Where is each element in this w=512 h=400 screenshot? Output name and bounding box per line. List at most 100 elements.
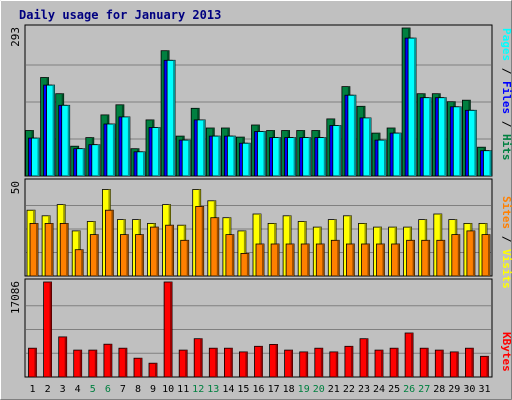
x-axis-labels: 1 2 3 4 5 6 7 8 9 10 11 12 13 14 15 16 17 18 19 20 21 22 23 24 2… bbox=[29, 384, 490, 395]
bar-shade-pages-day-2 bbox=[52, 85, 55, 176]
panel-visits-bars bbox=[26, 189, 491, 277]
panel-hits bbox=[24, 24, 493, 177]
bar-shade-pages-day-11 bbox=[188, 140, 191, 176]
bar-shade-kbytes-day-19 bbox=[305, 351, 308, 377]
bar-shade-kbytes-day-20 bbox=[320, 348, 323, 377]
bar-shade-sites-day-8 bbox=[141, 234, 144, 276]
bar-shade-sites-day-9 bbox=[156, 227, 159, 276]
bar-shade-sites-day-6 bbox=[111, 210, 114, 276]
bar-shade-sites-day-12 bbox=[201, 206, 204, 276]
ylabel-visits: Visits bbox=[500, 249, 512, 289]
bar-shade-pages-day-1 bbox=[37, 138, 40, 176]
x-tick-label-day-3: 3 bbox=[60, 384, 66, 395]
bar-shade-kbytes-day-16 bbox=[260, 346, 263, 377]
bar-shade-sites-day-26 bbox=[412, 240, 415, 276]
bar-shade-pages-day-16 bbox=[263, 131, 266, 176]
bar-shade-pages-day-27 bbox=[429, 97, 432, 176]
bar-shade-kbytes-day-2 bbox=[49, 282, 52, 377]
bar-shade-pages-day-24 bbox=[384, 140, 386, 176]
bar-shade-kbytes-day-26 bbox=[411, 333, 414, 377]
ylabel-files: Files bbox=[500, 81, 512, 114]
x-tick-label-day-24: 24 bbox=[373, 384, 385, 395]
panel-visits-ymax-label: 50 bbox=[9, 181, 22, 194]
ylabel-hits: Hits bbox=[500, 134, 512, 161]
x-tick-label-day-13: 13 bbox=[207, 384, 219, 395]
bar-shade-sites-day-28 bbox=[442, 240, 445, 276]
x-tick-label-day-31: 31 bbox=[478, 384, 490, 395]
bar-shade-sites-day-13 bbox=[216, 217, 219, 276]
bar-shade-sites-day-27 bbox=[427, 240, 430, 276]
panel-kbytes bbox=[24, 278, 493, 378]
x-tick-label-day-11: 11 bbox=[177, 384, 189, 395]
bar-shade-sites-day-17 bbox=[277, 244, 280, 276]
x-tick-label-day-6: 6 bbox=[105, 384, 111, 395]
bar-shade-pages-day-26 bbox=[414, 38, 417, 176]
bar-shade-pages-day-14 bbox=[233, 136, 236, 176]
x-tick-label-day-12: 12 bbox=[192, 384, 204, 395]
x-tick-label-day-9: 9 bbox=[150, 384, 156, 395]
panel-visits-ylabel: Sites / Visits bbox=[500, 196, 512, 289]
x-tick-label-day-7: 7 bbox=[120, 384, 126, 395]
bar-shade-pages-day-25 bbox=[399, 133, 402, 176]
panel-kbytes-ymax-label: 17086 bbox=[9, 281, 22, 314]
ylabel-sep-3: / bbox=[500, 229, 512, 249]
x-tick-label-day-8: 8 bbox=[135, 384, 141, 395]
x-tick-label-day-23: 23 bbox=[358, 384, 370, 395]
bar-shade-kbytes-day-15 bbox=[245, 351, 248, 377]
x-tick-label-day-21: 21 bbox=[328, 384, 340, 395]
x-tick-label-day-19: 19 bbox=[298, 384, 310, 395]
x-tick-label-day-10: 10 bbox=[162, 384, 174, 395]
bar-shade-kbytes-day-1 bbox=[34, 348, 37, 377]
bar-shade-pages-day-6 bbox=[112, 124, 115, 176]
bar-shade-pages-day-12 bbox=[203, 119, 206, 176]
bar-shade-kbytes-day-11 bbox=[185, 350, 188, 377]
bar-shade-sites-day-30 bbox=[472, 230, 475, 276]
bar-shade-sites-day-7 bbox=[126, 234, 129, 276]
x-tick-label-day-1: 1 bbox=[29, 384, 35, 395]
bar-shade-sites-day-18 bbox=[292, 244, 295, 276]
chart-title: Daily usage for January 2013 bbox=[19, 8, 221, 22]
bar-shade-sites-day-22 bbox=[352, 244, 355, 276]
bar-shade-pages-day-19 bbox=[308, 137, 311, 176]
bar-shade-kbytes-day-21 bbox=[335, 351, 338, 377]
x-tick-label-day-28: 28 bbox=[433, 384, 445, 395]
panel-hits-bars bbox=[25, 27, 492, 177]
bar-shade-sites-day-15 bbox=[246, 253, 249, 276]
bar-shade-kbytes-day-29 bbox=[456, 351, 459, 377]
bar-shade-pages-day-20 bbox=[323, 137, 326, 176]
x-tick-label-day-29: 29 bbox=[448, 384, 460, 395]
bar-shade-pages-day-17 bbox=[278, 137, 281, 176]
bar-shade-kbytes-day-3 bbox=[64, 336, 67, 377]
bar-shade-pages-day-15 bbox=[248, 143, 251, 176]
bar-shade-sites-day-31 bbox=[488, 234, 490, 276]
bar-shade-pages-day-23 bbox=[369, 117, 371, 176]
panel-hits-ylabel: Pages / Files / Hits bbox=[500, 28, 512, 161]
bar-shade-kbytes-day-8 bbox=[140, 358, 142, 377]
x-tick-label-day-22: 22 bbox=[343, 384, 355, 395]
bar-shade-kbytes-day-12 bbox=[200, 338, 203, 377]
bar-shade-kbytes-day-4 bbox=[79, 350, 82, 377]
x-tick-label-day-16: 16 bbox=[252, 384, 264, 395]
bar-shade-kbytes-day-28 bbox=[441, 350, 444, 377]
panel-visits bbox=[24, 178, 493, 277]
bar-shade-kbytes-day-13 bbox=[215, 348, 218, 377]
bar-shade-pages-day-10 bbox=[173, 60, 176, 176]
x-tick-label-day-2: 2 bbox=[45, 384, 51, 395]
bar-shade-kbytes-day-18 bbox=[290, 350, 293, 377]
bar-shade-sites-day-11 bbox=[186, 240, 189, 276]
bar-shade-kbytes-day-30 bbox=[471, 348, 474, 377]
x-tick-label-day-17: 17 bbox=[268, 384, 280, 395]
ylabel-pages: Pages bbox=[500, 28, 512, 61]
bar-shade-pages-day-18 bbox=[293, 137, 296, 176]
bar-shade-kbytes-day-22 bbox=[350, 346, 353, 377]
x-tick-label-day-5: 5 bbox=[90, 384, 96, 395]
bar-shade-sites-day-1 bbox=[36, 223, 38, 276]
bar-shade-kbytes-day-9 bbox=[155, 363, 157, 377]
panel-kbytes-bars bbox=[28, 281, 489, 378]
x-tick-label-day-20: 20 bbox=[313, 384, 325, 395]
bar-shade-pages-day-7 bbox=[127, 116, 130, 176]
bar-shade-sites-day-19 bbox=[307, 244, 310, 276]
bar-shade-pages-day-5 bbox=[97, 144, 100, 176]
bar-shade-pages-day-3 bbox=[67, 105, 70, 176]
